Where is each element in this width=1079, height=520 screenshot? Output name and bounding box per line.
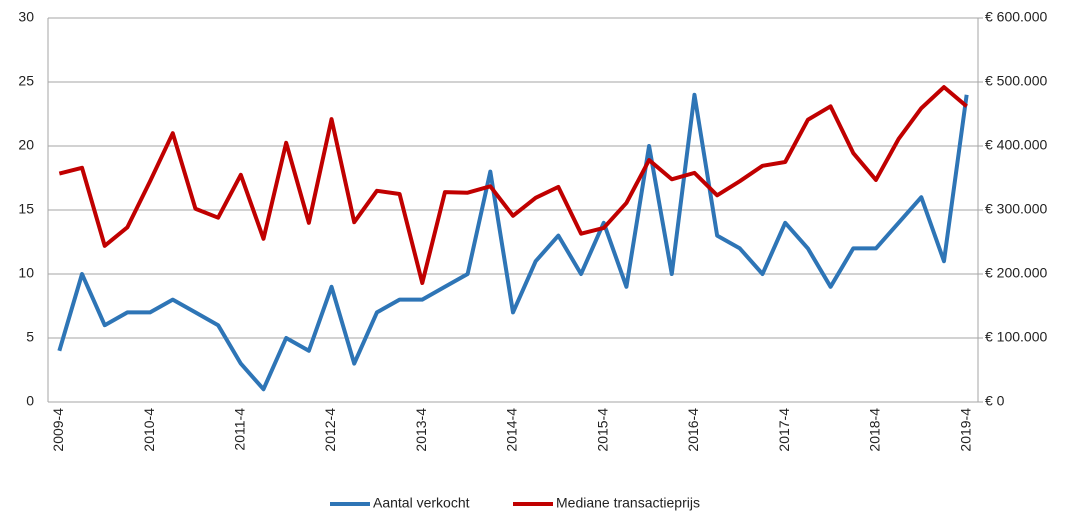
y-tick-label: 20 <box>18 137 34 153</box>
x-tick-label: 2014-4 <box>504 408 520 452</box>
x-tick-label: 2018-4 <box>867 408 883 452</box>
y-tick-label: 15 <box>18 201 34 217</box>
y2-tick-label: € 500.000 <box>985 73 1047 89</box>
legend-label: Aantal verkocht <box>373 495 470 511</box>
x-tick-label: 2013-4 <box>413 408 429 452</box>
y-tick-label: 5 <box>26 329 34 345</box>
series-line <box>58 85 968 285</box>
x-tick-label: 2010-4 <box>141 408 157 452</box>
y-tick-label: 10 <box>18 265 34 281</box>
x-tick-label: 2016-4 <box>685 408 701 452</box>
x-tick-label: 2011-4 <box>232 408 248 451</box>
x-tick-label: 2012-4 <box>322 408 338 452</box>
y2-tick-label: € 600.000 <box>985 9 1047 25</box>
y-tick-label: 0 <box>26 393 34 409</box>
y2-tick-label: € 100.000 <box>985 329 1047 345</box>
y2-tick-label: € 300.000 <box>985 201 1047 217</box>
x-tick-label: 2015-4 <box>594 408 610 452</box>
y2-tick-label: € 200.000 <box>985 265 1047 281</box>
x-tick-label: 2019-4 <box>957 408 973 452</box>
y2-tick-label: € 0 <box>985 393 1005 409</box>
series-line <box>57 92 969 392</box>
x-tick-label: 2017-4 <box>776 408 792 452</box>
y-tick-label: 30 <box>18 9 34 25</box>
y-tick-label: 25 <box>18 73 34 89</box>
y2-tick-label: € 400.000 <box>985 137 1047 153</box>
x-tick-label: 2009-4 <box>50 408 66 452</box>
legend-label: Mediane transactieprijs <box>556 495 700 511</box>
